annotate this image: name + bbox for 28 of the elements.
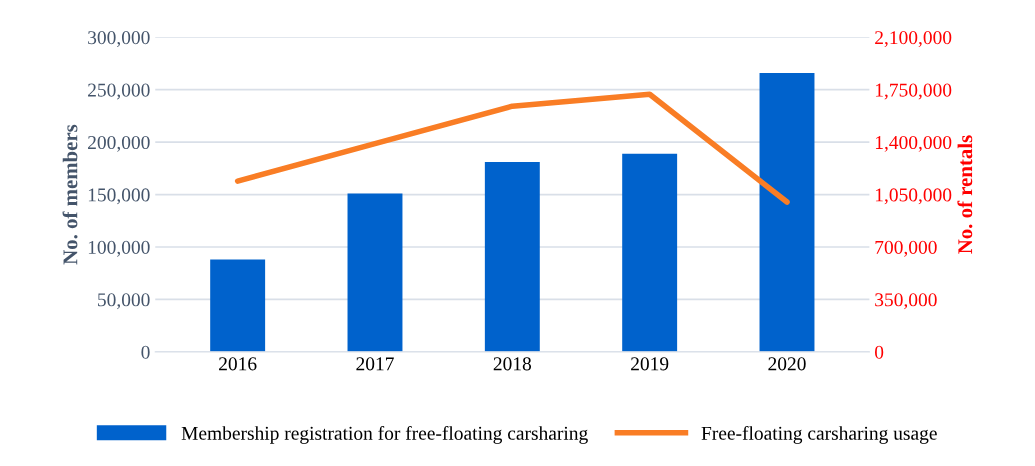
bar <box>347 193 403 352</box>
y2-tick-label: 0 <box>875 345 884 359</box>
x-tick-label: 2020 <box>768 357 806 371</box>
bar <box>759 72 815 352</box>
y-tick-label: 200,000 <box>88 135 150 152</box>
y2-axis-title: No. of rentals <box>957 135 973 254</box>
bar <box>210 259 266 352</box>
bar <box>622 153 678 352</box>
y-tick-label: 50,000 <box>98 293 150 310</box>
y2-tick-label: 1,400,000 <box>875 135 952 152</box>
bar <box>484 162 540 352</box>
x-tick-label: 2018 <box>493 357 532 371</box>
y2-tick-label: 700,000 <box>875 240 937 257</box>
x-tick-label: 2017 <box>356 357 394 371</box>
x-tick-label: 2019 <box>631 357 669 371</box>
y-tick-label: 250,000 <box>88 83 150 100</box>
y2-tick-label: 2,100,000 <box>875 31 952 48</box>
y2-tick-label: 1,050,000 <box>875 188 952 205</box>
y2-tick-label: 1,750,000 <box>875 83 952 100</box>
y-tick-label: 300,000 <box>88 31 150 48</box>
y-tick-label: 0 <box>141 345 150 359</box>
x-tick-label: 2016 <box>219 357 257 371</box>
legend-label: Membership registration for free-floating carsharing <box>181 425 588 444</box>
y-tick-label: 100,000 <box>88 240 150 257</box>
y-tick-label: 150,000 <box>88 188 150 205</box>
y2-tick-label: 350,000 <box>875 293 937 310</box>
y-axis-title: No. of members <box>62 124 78 265</box>
legend-label: Free-floating carsharing usage <box>701 425 937 444</box>
